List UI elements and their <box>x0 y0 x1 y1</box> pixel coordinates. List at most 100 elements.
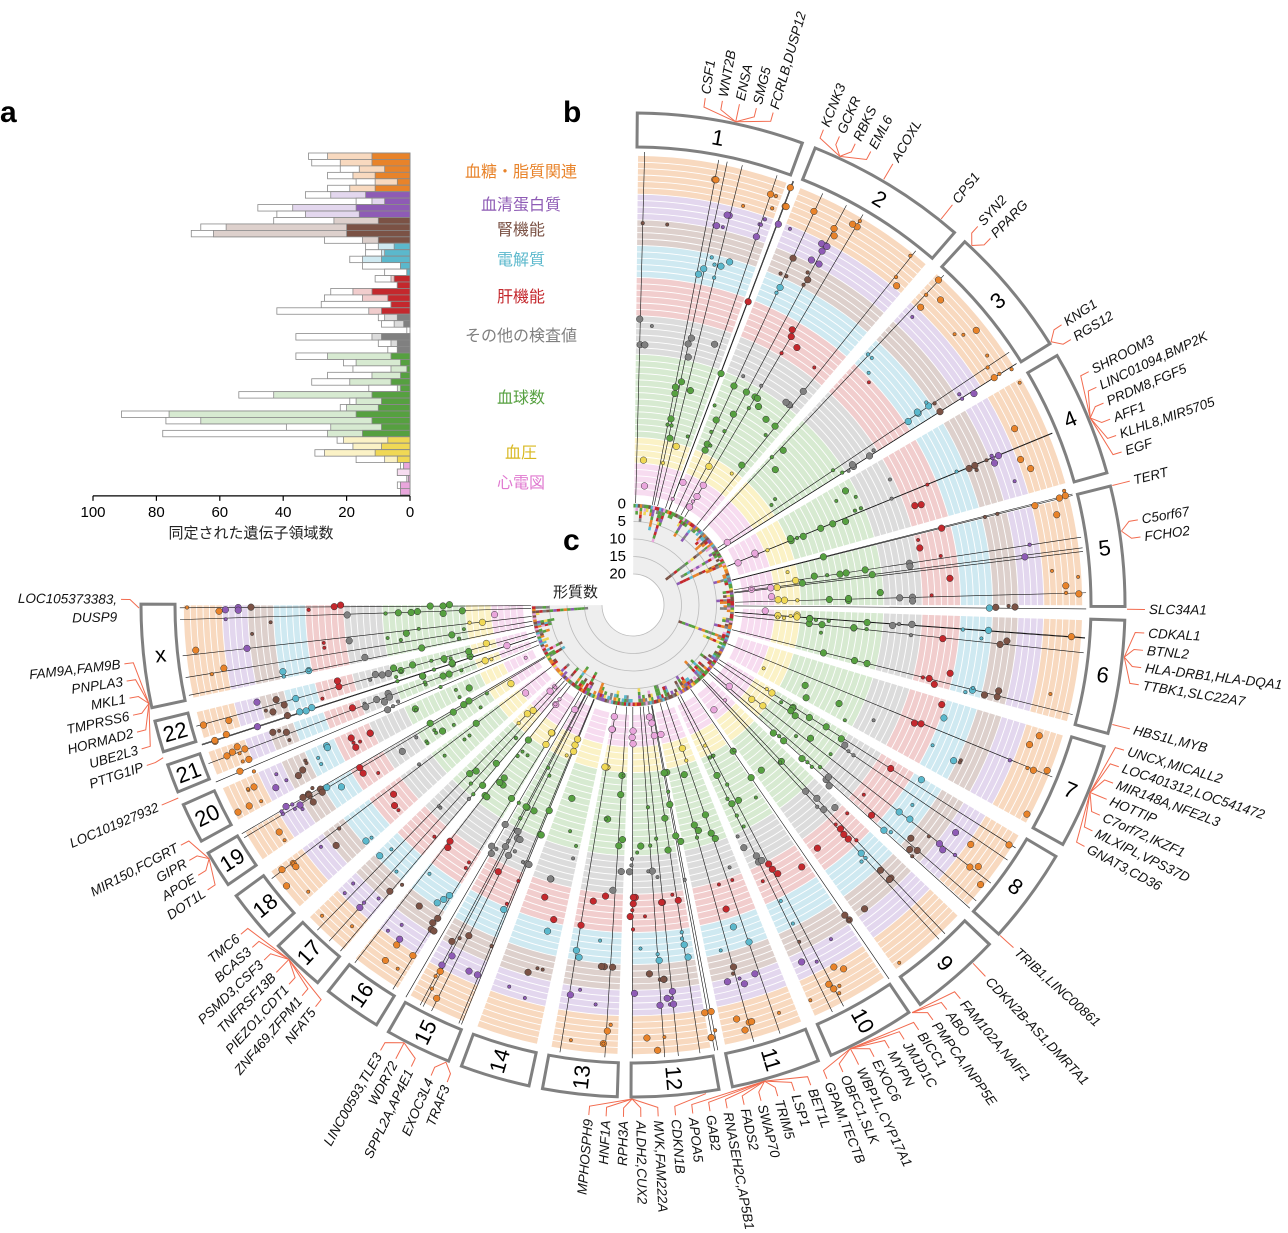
trait-separator <box>634 270 750 293</box>
histogram-bar-segment <box>723 578 728 582</box>
histogram-bar-segment <box>579 683 584 689</box>
histogram-bar-segment <box>649 519 653 524</box>
association-point <box>518 816 523 821</box>
trait-separator <box>921 286 999 379</box>
trait-band <box>382 605 470 657</box>
trait-separator <box>539 693 551 705</box>
association-point <box>215 607 223 615</box>
locus-line <box>188 625 534 696</box>
association-point <box>910 719 918 727</box>
histogram-bar-segment <box>682 679 687 684</box>
histogram-bar-segment <box>536 620 541 624</box>
association-point <box>764 687 769 692</box>
gene-label-leader <box>1121 530 1141 539</box>
trait-separator <box>793 198 920 276</box>
association-point <box>269 728 277 736</box>
association-point <box>439 609 447 618</box>
association-point <box>192 646 200 654</box>
trait-separator <box>881 457 913 529</box>
trait-separator <box>365 759 381 782</box>
association-point <box>712 176 720 184</box>
histogram-bar-segment <box>541 623 546 628</box>
trait-separator <box>633 481 676 491</box>
association-point <box>553 702 558 707</box>
trait-separator <box>460 821 490 842</box>
trait-separators <box>189 161 1077 1049</box>
association-point <box>913 846 921 855</box>
gene-label: LOC101927932 <box>67 800 161 851</box>
trait-separator <box>350 728 364 755</box>
trait-separator <box>630 901 687 908</box>
histogram-bar-segment <box>583 690 588 695</box>
trait-separator <box>375 603 383 660</box>
gene-label-leader <box>1112 724 1130 730</box>
trait-separator <box>715 395 782 436</box>
trait-separator <box>687 466 731 494</box>
association-point <box>395 679 400 684</box>
histogram-bar-segment <box>711 545 717 550</box>
trait-separator <box>635 161 788 191</box>
histogram-bar-segment <box>548 658 553 663</box>
association-point <box>711 340 719 348</box>
association-point <box>814 959 819 964</box>
locus-line <box>180 607 532 620</box>
locus-line <box>215 644 540 783</box>
histogram-bar-segment <box>727 626 732 630</box>
association-point <box>782 398 790 406</box>
association-point <box>643 914 647 919</box>
association-point <box>815 804 820 809</box>
trait-separator <box>794 715 822 753</box>
trait-separator <box>475 877 517 898</box>
locus-line <box>665 175 778 509</box>
trait-separator <box>634 264 752 287</box>
histogram-bar-segment <box>691 681 696 686</box>
association-point <box>320 696 325 701</box>
association-point <box>895 808 903 816</box>
association-point <box>490 611 499 619</box>
trait-separator <box>663 747 692 758</box>
locus-line <box>659 703 755 1042</box>
association-point <box>846 468 851 473</box>
bar-row <box>324 236 411 244</box>
association-point <box>984 458 989 463</box>
association-point <box>868 811 876 819</box>
histogram-bar-segment <box>665 696 670 701</box>
trait-separator <box>315 788 333 815</box>
histogram-bar-segment <box>709 662 715 668</box>
trait-separator <box>496 775 520 793</box>
gene-label: RPH3A <box>615 1121 631 1166</box>
histogram-bar-segment <box>534 627 539 631</box>
trait-separator <box>704 689 723 706</box>
trait-separator <box>737 676 756 701</box>
trait-separator <box>324 603 333 671</box>
association-point <box>727 865 732 870</box>
histogram-bar-segment <box>616 690 620 695</box>
bar-row <box>365 249 411 257</box>
trait-separator <box>689 460 735 489</box>
association-point <box>501 843 510 851</box>
trait-separator <box>519 905 567 920</box>
trait-separator <box>884 687 911 747</box>
trait-separator <box>531 663 538 672</box>
trait-separator <box>889 780 933 839</box>
trait-separator <box>720 785 757 807</box>
histogram-bar-segment <box>599 685 604 690</box>
trait-separator <box>791 933 858 971</box>
legend-item: 血清蛋白質 <box>481 195 561 214</box>
bar-dark <box>400 481 411 489</box>
trait-separator <box>344 879 380 912</box>
histogram-bar-segment <box>692 661 698 666</box>
trait-separator <box>340 704 349 724</box>
trait-separator <box>768 885 826 918</box>
association-point <box>467 733 472 738</box>
histogram-bar-segment <box>664 688 669 693</box>
histogram-bar-segment <box>692 574 697 579</box>
association-point <box>854 838 859 843</box>
association-point <box>390 802 399 810</box>
trait-separator <box>903 790 949 852</box>
association-point <box>829 520 837 528</box>
locus-line <box>731 493 1073 581</box>
trait-separator <box>443 714 454 731</box>
trait-separator <box>578 888 625 895</box>
association-point <box>871 718 876 723</box>
